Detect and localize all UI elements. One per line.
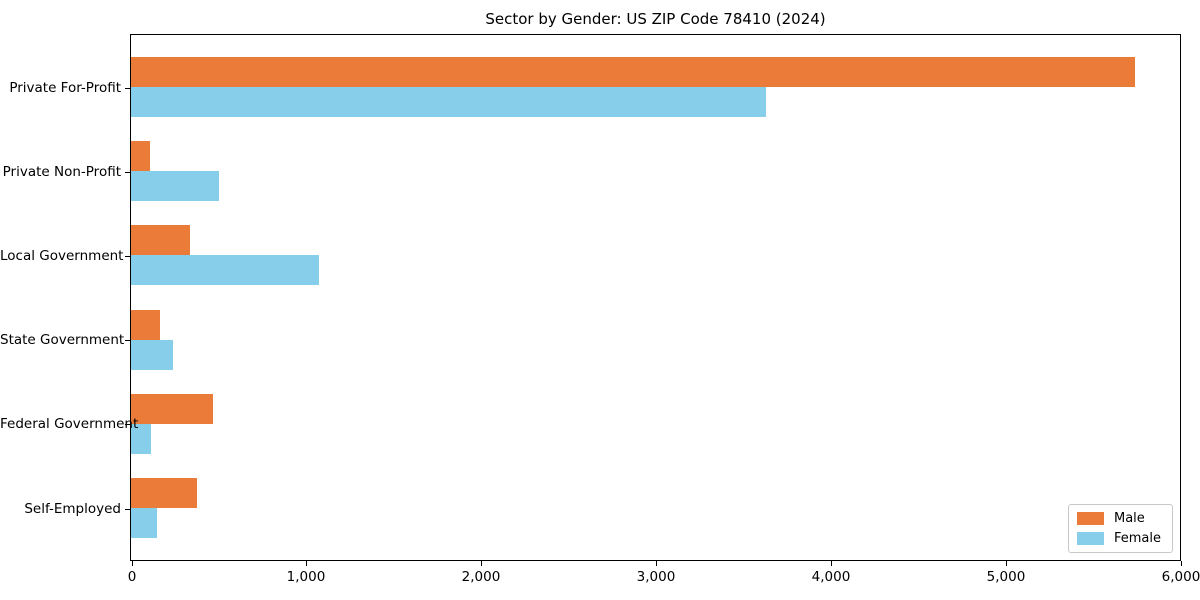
y-tick-label-local-government: Local Government (0, 248, 124, 264)
bar-male-local-government (131, 225, 190, 255)
y-tick-mark (125, 256, 130, 258)
legend-swatch-female (1077, 532, 1104, 545)
bar-female-private-for-profit (131, 87, 766, 117)
bar-female-local-government (131, 255, 319, 285)
chart-title: Sector by Gender: US ZIP Code 78410 (202… (485, 10, 826, 28)
x-tick-mark (1006, 561, 1008, 566)
x-tick-mark (1181, 561, 1183, 566)
y-tick-mark (125, 172, 130, 174)
bar-female-private-non-profit (131, 171, 219, 201)
bar-male-private-for-profit (131, 57, 1135, 87)
x-tick-label-3000: 3,000 (636, 569, 676, 585)
bar-male-state-government (131, 310, 160, 340)
bar-male-federal-government (131, 394, 213, 424)
y-tick-label-private-non-profit: Private Non-Profit (2, 164, 121, 180)
x-tick-label-1000: 1,000 (286, 569, 326, 585)
bar-male-private-non-profit (131, 141, 150, 171)
y-tick-mark (125, 424, 130, 426)
y-tick-mark (125, 340, 130, 342)
y-tick-label-private-for-profit: Private For-Profit (9, 80, 121, 96)
x-tick-mark (481, 561, 483, 566)
y-tick-label-state-government: State Government (0, 332, 125, 348)
x-tick-label-2000: 2,000 (461, 569, 501, 585)
bar-female-state-government (131, 340, 173, 370)
bar-female-federal-government (131, 424, 151, 454)
x-tick-label-6000: 6,000 (1161, 569, 1200, 585)
x-tick-mark (306, 561, 308, 566)
y-tick-label-self-employed: Self-Employed (24, 501, 121, 517)
y-tick-label-federal-government: Federal Government (0, 416, 139, 432)
legend-entry-male: Male (1077, 511, 1162, 526)
bar-male-self-employed (131, 478, 197, 508)
x-tick-label-0: 0 (127, 569, 137, 585)
x-tick-label-5000: 5,000 (986, 569, 1026, 585)
legend: Male Female (1068, 504, 1173, 553)
x-tick-label-4000: 4,000 (811, 569, 851, 585)
legend-label-female: Female (1114, 531, 1162, 546)
x-tick-mark (656, 561, 658, 566)
legend-swatch-male (1077, 512, 1104, 525)
y-tick-mark (125, 88, 130, 90)
plot-area: Male Female (130, 34, 1181, 561)
bar-female-self-employed (131, 508, 157, 538)
x-tick-mark (831, 561, 833, 566)
y-tick-mark (125, 509, 130, 511)
x-tick-mark (132, 561, 134, 566)
legend-entry-female: Female (1077, 531, 1162, 546)
legend-label-male: Male (1114, 511, 1145, 526)
